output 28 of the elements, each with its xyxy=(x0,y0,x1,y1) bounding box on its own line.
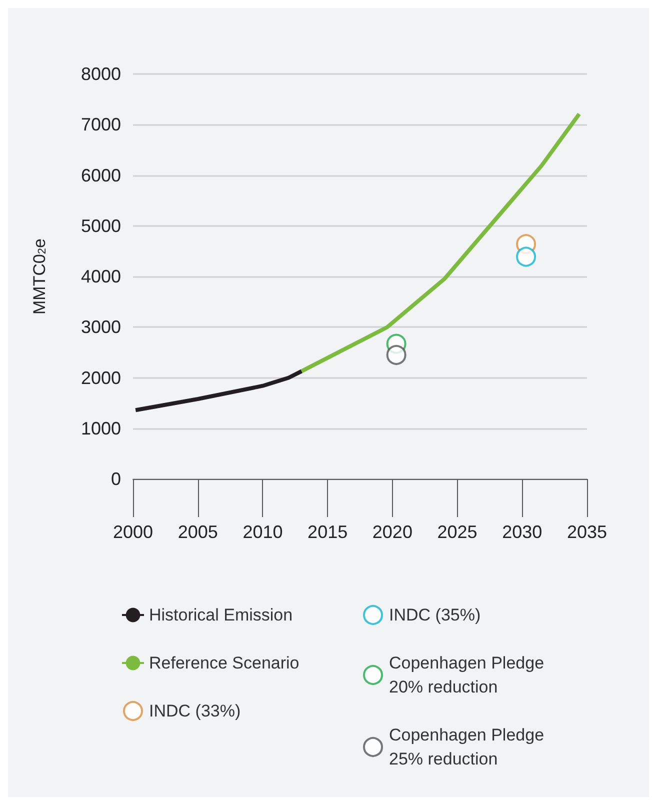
x-tick-label: 2000 xyxy=(112,522,154,542)
x-tick-label: 2035 xyxy=(566,522,608,542)
x-tick-label: 2015 xyxy=(308,522,348,542)
y-tick-label: 0 xyxy=(110,469,121,489)
line-series xyxy=(300,112,582,374)
y-tick-label: 6000 xyxy=(80,165,121,186)
y-tick-label: 4000 xyxy=(80,266,121,286)
legend-label: Historical Emission xyxy=(149,606,293,624)
x-tick-label: 2030 xyxy=(502,522,542,542)
line-series xyxy=(134,369,304,412)
legend-label: INDC (35%) xyxy=(389,606,481,624)
y-tick-label: 8000 xyxy=(80,64,121,84)
y-tick-label: 2000 xyxy=(80,368,121,388)
y-tick-label: 5000 xyxy=(80,216,121,236)
legend-label: Copenhagen Pledge 25% reduction xyxy=(389,726,549,768)
y-tick-label: 7000 xyxy=(80,114,121,135)
legend-label: Reference Scenario xyxy=(149,654,300,672)
x-tick-label: 2005 xyxy=(178,522,218,542)
y-tick-label: 3000 xyxy=(80,317,121,338)
x-tick-label: 2010 xyxy=(242,522,283,542)
y-tick-label: 1000 xyxy=(80,418,121,438)
point xyxy=(516,246,536,267)
x-tick-label: 2025 xyxy=(437,522,478,542)
y-axis-title: MMTC02e xyxy=(30,238,49,315)
point xyxy=(386,344,406,365)
legend-label: Copenhagen Pledge 20% reduction xyxy=(389,654,549,696)
legend-label: INDC (33%) xyxy=(149,702,241,720)
x-tick-label: 2020 xyxy=(372,522,412,542)
